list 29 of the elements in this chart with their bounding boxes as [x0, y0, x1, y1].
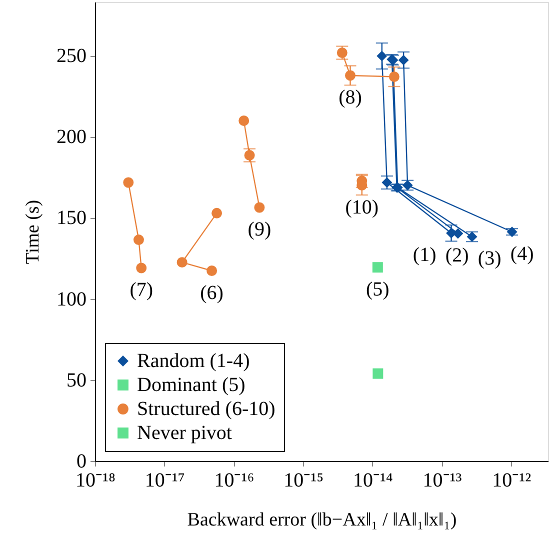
x-tick-label: 10⁻¹⁵	[284, 470, 324, 492]
legend-label: Random (1-4)	[137, 350, 250, 372]
x-tick-label: 10⁻¹³	[422, 470, 462, 492]
annotation: (8)	[338, 86, 362, 108]
legend-label: Structured (6-10)	[137, 398, 276, 420]
legend-label: Dominant (5)	[137, 374, 246, 396]
y-tick-label: 0	[76, 450, 86, 472]
x-tick-label: 10⁻¹⁴	[352, 470, 393, 492]
y-tick-label: 150	[56, 207, 86, 230]
x-tick-label: 10⁻¹⁶	[214, 470, 254, 492]
x-tick-label: 10⁻¹²	[492, 470, 532, 492]
annotation: (2)	[445, 244, 469, 266]
annotation: (4)	[510, 242, 534, 265]
annotation: (7)	[130, 278, 154, 301]
annotation: (1)	[412, 244, 436, 266]
y-axis-title: Time (s)	[22, 200, 44, 264]
annotation: (3)	[478, 248, 502, 270]
x-tick-label: 10⁻¹⁸	[76, 470, 116, 492]
y-tick-label: 50	[66, 369, 86, 392]
y-tick-label: 100	[56, 288, 86, 310]
y-tick-label: 200	[56, 126, 86, 148]
annotation: (9)	[248, 218, 272, 240]
y-tick-label: 250	[56, 45, 86, 68]
x-axis-title: Backward error (‖b−Ax‖₁ / ‖A‖₁‖x‖₁)	[187, 510, 457, 530]
annotation: (6)	[200, 282, 224, 304]
x-tick-label: 10⁻¹⁷	[144, 470, 185, 492]
annotation: (10)	[345, 196, 379, 218]
legend-label: Never pivot	[137, 422, 232, 444]
annotation: (5)	[366, 278, 390, 300]
